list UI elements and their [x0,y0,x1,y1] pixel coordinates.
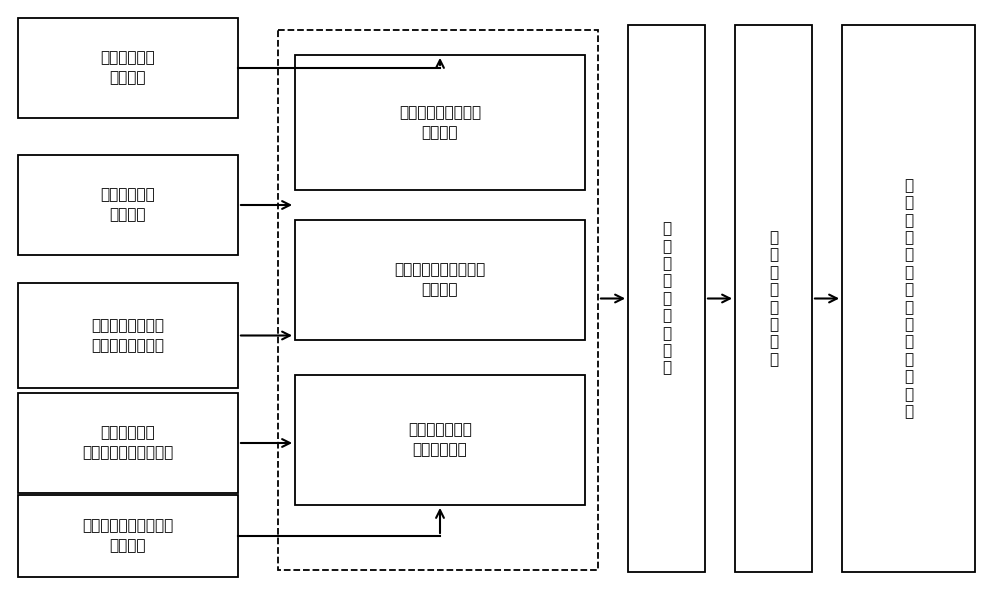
Text: 根
据
最
优
边
界
条
件
形
成
平
板
结
构: 根 据 最 优 边 界 条 件 形 成 平 板 结 构 [904,178,913,419]
Bar [18,18,238,118]
Bar [628,25,705,572]
Text: 给定平板结构
已知参数: 给定平板结构 已知参数 [101,50,155,85]
Text: 获
得
最
优
边
界
条
件: 获 得 最 优 边 界 条 件 [769,230,778,367]
Text: 结构低频隔声评价指标
计算模型: 结构低频隔声评价指标 计算模型 [394,263,486,297]
Text: 设定平板结构边界参数
可调范围: 设定平板结构边界参数 可调范围 [82,519,174,554]
Bar [18,495,238,577]
Text: 边
界
参
数
最
优
解
搜
索: 边 界 参 数 最 优 解 搜 索 [662,221,671,375]
Text: 给定入射声波
已知参数: 给定入射声波 已知参数 [101,188,155,223]
Text: 给定平板结构所处
流体环境已知参数: 给定平板结构所处 流体环境已知参数 [92,318,164,353]
Bar [18,283,238,388]
Bar [278,30,598,570]
Bar [18,155,238,255]
Bar [295,375,585,505]
Bar [18,393,238,493]
Text: 设定待优化的
结构低频隔声评价指标: 设定待优化的 结构低频隔声评价指标 [82,426,174,461]
Text: 最优解搜索模型
（优化算法）: 最优解搜索模型 （优化算法） [408,423,472,458]
Bar [842,25,975,572]
Text: 平板结构声传递损失
计算模型: 平板结构声传递损失 计算模型 [399,105,481,140]
Bar [295,220,585,340]
Bar [735,25,812,572]
Bar [295,55,585,190]
